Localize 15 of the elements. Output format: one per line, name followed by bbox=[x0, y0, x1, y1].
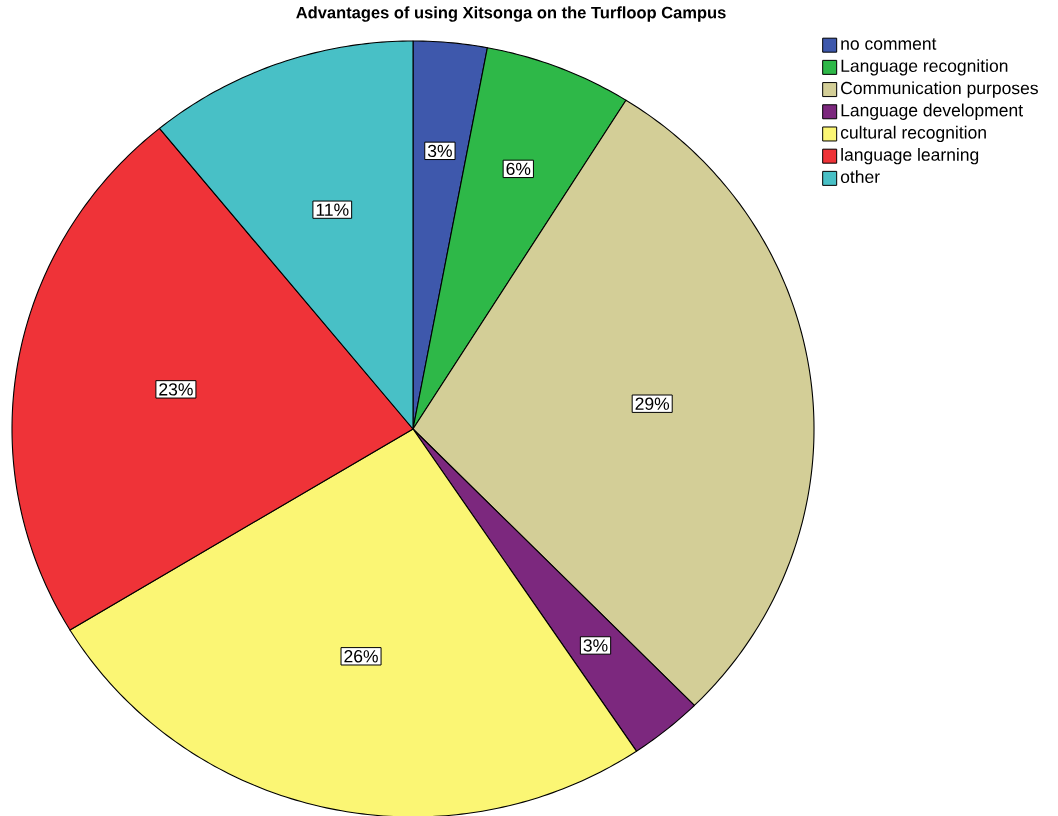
data-label: 23% bbox=[159, 383, 193, 396]
legend-label: Language development bbox=[841, 103, 1023, 120]
legend-label: Language recognition bbox=[841, 59, 1008, 76]
legend-label: other bbox=[840, 170, 880, 184]
data-label: 29% bbox=[635, 397, 670, 410]
legend-label: language learning bbox=[841, 147, 979, 165]
data-label: 3% bbox=[583, 639, 608, 652]
legend-label: Communication purposes bbox=[841, 81, 1038, 98]
legend-label: no comment bbox=[841, 38, 937, 50]
chart-title: Advantages of using Xitsonga on the Turfloop Campus bbox=[296, 6, 726, 22]
data-label: 26% bbox=[344, 650, 378, 663]
data-label: 6% bbox=[506, 162, 531, 176]
data-label: 11% bbox=[316, 203, 349, 216]
legend-label: cultural recognition bbox=[840, 125, 986, 143]
data-label: 3% bbox=[427, 144, 452, 158]
